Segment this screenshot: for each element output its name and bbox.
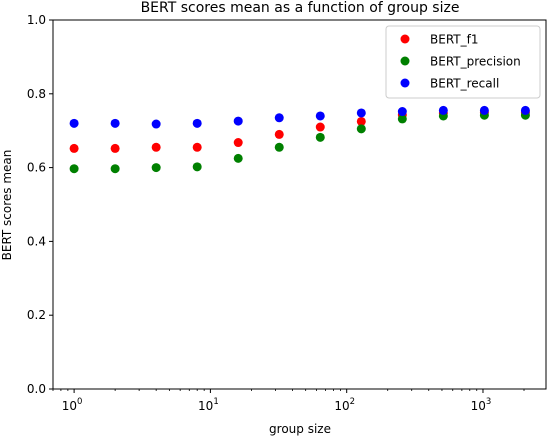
point-bert-recall (397, 107, 407, 117)
point-bert-f1 (233, 138, 243, 148)
y-axis-label: BERT scores mean (0, 150, 14, 261)
y-tick-label: 0.2 (27, 308, 46, 322)
point-bert-precision (192, 162, 202, 172)
point-bert-recall (110, 118, 120, 128)
y-tick-label: 1.0 (27, 13, 46, 27)
point-bert-recall (69, 118, 79, 128)
point-bert-recall (479, 105, 489, 115)
legend-label: BERT_f1 (430, 33, 478, 47)
legend-marker (400, 34, 410, 44)
point-bert-f1 (110, 143, 120, 153)
x-tick-label: 100 (62, 397, 83, 413)
legend-marker (400, 78, 410, 88)
x-tick-label: 103 (471, 397, 492, 413)
x-axis-label: group size (269, 422, 331, 436)
point-bert-precision (397, 114, 407, 124)
point-bert-recall (151, 119, 161, 129)
point-bert-precision (69, 164, 79, 174)
legend-box (385, 25, 541, 99)
legend-label: BERT_precision (430, 55, 521, 69)
point-bert-recall (233, 116, 243, 126)
point-bert-precision (151, 163, 161, 173)
point-bert-recall (315, 111, 325, 121)
point-bert-precision (110, 164, 120, 174)
y-tick-label: 0.8 (27, 87, 46, 101)
point-bert-precision (274, 142, 284, 152)
point-bert-precision (315, 132, 325, 142)
point-bert-recall (192, 118, 202, 128)
point-bert-f1 (274, 129, 284, 139)
point-bert-f1 (356, 116, 366, 126)
x-tick-label: 101 (198, 397, 219, 413)
point-bert-recall (520, 105, 530, 115)
x-tick-label: 102 (334, 397, 355, 413)
y-tick-label: 0.6 (27, 161, 46, 175)
y-tick-label: 0.4 (27, 234, 46, 248)
point-bert-recall (356, 108, 366, 118)
point-bert-f1 (69, 143, 79, 153)
legend: BERT_f1 BERT_precision BERT_recall (385, 25, 541, 99)
plot-frame (52, 19, 547, 390)
plot-area: 0.0 0.2 0.4 0.6 0.8 1.0 100 101 102 103 (27, 13, 547, 413)
legend-marker (400, 56, 410, 66)
point-bert-precision (356, 124, 366, 134)
point-bert-f1 (151, 142, 161, 152)
y-tick-label: 0.0 (27, 382, 46, 396)
point-bert-recall (438, 105, 448, 115)
point-bert-f1 (315, 122, 325, 132)
point-bert-precision (233, 153, 243, 163)
point-bert-recall (274, 113, 284, 123)
legend-label: BERT_recall (430, 77, 499, 91)
chart-title: BERT scores mean as a function of group … (141, 0, 460, 16)
point-bert-f1 (192, 142, 202, 152)
